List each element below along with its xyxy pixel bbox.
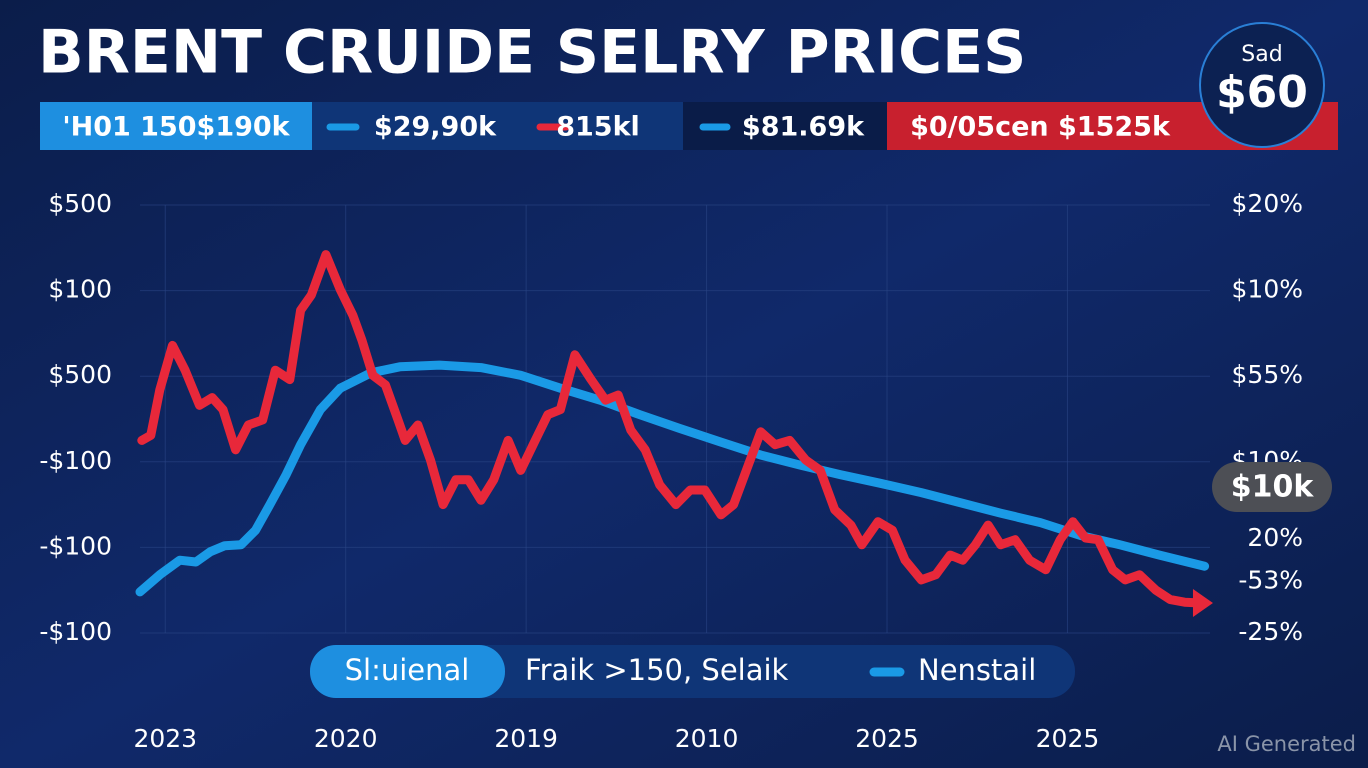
badge-value: $60 bbox=[1216, 67, 1308, 118]
x-tick-label: 2019 bbox=[494, 724, 558, 753]
y-tick-label: -$100 bbox=[39, 531, 112, 560]
bar-segment bbox=[312, 102, 683, 150]
watermark: AI Generated bbox=[1217, 732, 1356, 756]
bar-label: 'H01 150$190k bbox=[62, 112, 290, 143]
y-tick-label: -$100 bbox=[39, 617, 112, 646]
series-line bbox=[135, 360, 1210, 597]
x-tick-label: 2010 bbox=[675, 724, 739, 753]
y-tick-label: -$100 bbox=[39, 446, 112, 475]
bar-label: $0/05cen $1525k bbox=[910, 112, 1171, 143]
legend-label: Fraik >150, Selaik bbox=[525, 653, 789, 687]
y2-tick-label: $20% bbox=[1232, 189, 1303, 218]
y-tick-label: $500 bbox=[48, 360, 112, 389]
chart-title: BRENT CRUIDE SELRY PRICES bbox=[38, 18, 1026, 88]
legend-label: Sl:uienal bbox=[345, 653, 470, 687]
x-tick-label: 2025 bbox=[1036, 724, 1100, 753]
badge-label: Sad bbox=[1241, 42, 1282, 67]
bar-label: $81.69k bbox=[742, 112, 865, 143]
series-line bbox=[137, 250, 1206, 608]
callout-pill bbox=[1212, 462, 1332, 512]
callout-label: $10k bbox=[1231, 470, 1315, 505]
y2-tick-label: $55% bbox=[1232, 360, 1303, 389]
y-tick-label: $100 bbox=[48, 275, 112, 304]
y2-tick-label: -53% bbox=[1238, 566, 1303, 595]
bar-label: 815kl bbox=[556, 112, 640, 143]
y2-tick-label: $10% bbox=[1232, 275, 1303, 304]
legend-pill bbox=[310, 645, 505, 698]
badge bbox=[1199, 22, 1325, 148]
x-tick-label: 2023 bbox=[133, 724, 197, 753]
x-tick-label: 2020 bbox=[314, 724, 378, 753]
x-tick-label: 2025 bbox=[855, 724, 919, 753]
line-arrow bbox=[1192, 589, 1213, 618]
bar-segment bbox=[40, 102, 312, 150]
y2-tick-label: -25% bbox=[1238, 617, 1303, 646]
bar-label: $29,90k bbox=[374, 112, 497, 143]
top-bar bbox=[40, 102, 1338, 150]
y-tick-label: $500 bbox=[48, 189, 112, 218]
y2-tick-label: 20% bbox=[1247, 523, 1303, 552]
legend-label: Nenstail bbox=[918, 653, 1036, 687]
